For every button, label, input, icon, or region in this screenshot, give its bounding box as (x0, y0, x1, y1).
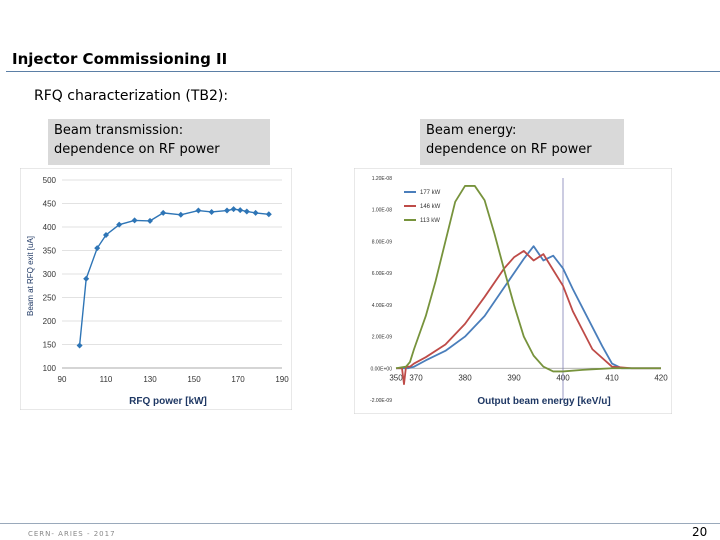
slide-subtitle: RFQ characterization (TB2): (34, 88, 229, 104)
energy-chart: -2.00E-09 0.00E+00 2.00E-09 4.00E-09 6.00E-0… (354, 168, 672, 414)
y-tick-label: 100 (43, 364, 57, 373)
y-tick-label: 200 (43, 317, 57, 326)
title-divider (6, 71, 720, 72)
caption-line: dependence on RF power (426, 142, 592, 157)
data-point (230, 206, 237, 213)
y-tick-label: -2.00E-09 (370, 398, 392, 404)
y-tick-label: 6.00E-09 (372, 271, 393, 277)
y-tick-label: 8.00E-09 (372, 239, 393, 245)
x-tick-label: 380 (458, 373, 472, 382)
x-tick-label: 170 (231, 375, 245, 384)
x-tick-label: 130 (143, 375, 157, 384)
data-point (177, 211, 184, 218)
x-tick-label: 390 (507, 373, 521, 382)
y-tick-label: 450 (43, 200, 57, 209)
data-point (147, 217, 153, 224)
data-point (195, 207, 202, 214)
data-point (94, 245, 101, 252)
y-axis-label: Beam at RFQ exit [uA] (26, 236, 35, 316)
y-tick-label: 0.00E+00 (370, 366, 392, 372)
y-tick-label: 1.20E-08 (372, 176, 393, 182)
caption-beam-energy: Beam energy: dependence on RF power (420, 119, 624, 165)
transmission-chart: 100 150 200 250 300 350 400 450 500 90 110 130 150 17… (20, 168, 292, 410)
caption-line: Beam energy: (426, 123, 517, 138)
data-point (131, 217, 138, 224)
series-line (395, 185, 661, 373)
slide-title: Injector Commissioning II (12, 50, 228, 68)
data-point (103, 231, 109, 238)
x-tick-label: 150 (187, 375, 201, 384)
footer-text: CERN- ARIES - 2017 (28, 530, 116, 538)
legend-label: 177 kW (420, 190, 441, 196)
data-point (76, 342, 83, 349)
x-tick-label: 190 (275, 375, 289, 384)
y-tick-label: 300 (43, 270, 57, 279)
data-point (243, 208, 250, 215)
x-tick-label: 370 (409, 373, 423, 382)
chart-frame (20, 168, 292, 410)
series-line (396, 250, 661, 386)
y-tick-label: 4.00E-09 (372, 303, 393, 309)
page-number: 20 (692, 525, 708, 539)
data-point (224, 207, 230, 214)
x-tick-label: 410 (605, 373, 619, 382)
data-point (116, 221, 123, 228)
data-point (83, 275, 90, 282)
data-point (208, 208, 215, 215)
y-tick-label: 2.00E-09 (372, 335, 393, 341)
data-point (252, 209, 259, 216)
x-tick-label: 420 (654, 373, 668, 382)
x-axis-label: Output beam energy [keV/u] (477, 396, 610, 407)
legend-label: 146 kW (420, 204, 441, 210)
caption-line: dependence on RF power (54, 142, 220, 157)
y-tick-label: 150 (43, 341, 57, 350)
legend-label: 113 kW (420, 218, 440, 224)
y-tick-label: 400 (43, 223, 57, 232)
caption-line: Beam transmission: (54, 123, 184, 138)
y-tick-label: 1.00E-08 (372, 208, 393, 214)
y-tick-label: 250 (43, 294, 57, 303)
x-tick-label: 110 (100, 375, 113, 384)
data-point (160, 209, 167, 216)
x-tick-label: 90 (58, 375, 67, 384)
y-tick-label: 350 (43, 247, 57, 256)
data-point (265, 211, 272, 218)
footer-divider (0, 523, 720, 524)
caption-beam-transmission: Beam transmission: dependence on RF powe… (48, 119, 270, 165)
chart-frame (354, 168, 672, 414)
y-tick-label: 500 (43, 176, 57, 185)
x-axis-label: RFQ power [kW] (129, 396, 207, 407)
series-line (396, 245, 661, 370)
data-point (237, 207, 244, 214)
x-tick-label: 350 (389, 373, 403, 382)
